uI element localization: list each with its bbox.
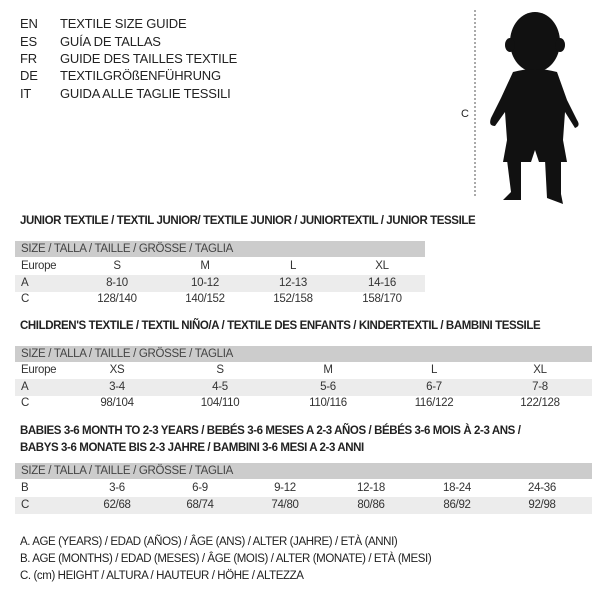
cell: XS [109, 364, 125, 376]
cell: L [430, 364, 438, 376]
title-text: TEXTILGRÖßENFÜHRUNG [60, 68, 221, 83]
title-text: GUIDA ALLE TAGLIE TESSILI [60, 86, 231, 101]
height-label: C [461, 108, 469, 120]
cell: 152/158 [273, 293, 313, 305]
cell: 104/110 [200, 397, 240, 409]
cell: 6-7 [426, 381, 442, 393]
title-text: GUIDE DES TAILLES TEXTILE [60, 51, 238, 66]
cell: M [200, 260, 210, 272]
row-label: Europe [21, 364, 57, 376]
lang-code: ES [20, 34, 37, 49]
cell: 98/104 [100, 397, 134, 409]
cell: 122/128 [520, 397, 560, 409]
lang-code: IT [20, 86, 32, 101]
cell: 3-4 [109, 381, 125, 393]
cell: XL [375, 260, 389, 272]
cell: 9-12 [274, 482, 296, 494]
cell: 10-12 [191, 277, 219, 289]
row-label: C [21, 499, 30, 511]
row-label: B [21, 482, 29, 494]
children-heading: CHILDREN'S TEXTILE / TEXTIL NIÑO/A / TEX… [20, 320, 541, 332]
babies-size-header: SIZE / TALLA / TAILLE / GRÖSSE / TAGLIA [15, 463, 592, 479]
cell: 158/170 [362, 293, 402, 305]
lang-code: EN [20, 16, 38, 31]
cell: 14-16 [368, 277, 396, 289]
table-row: A 3-4 4-5 5-6 6-7 7-8 [15, 379, 592, 396]
junior-size-header: SIZE / TALLA / TAILLE / GRÖSSE / TAGLIA [15, 241, 425, 257]
cell: 80/86 [357, 499, 385, 511]
cell: 8-10 [106, 277, 128, 289]
row-label: C [21, 293, 30, 305]
child-figure: C [455, 0, 600, 215]
children-size-header: SIZE / TALLA / TAILLE / GRÖSSE / TAGLIA [15, 346, 592, 362]
cell: 6-9 [192, 482, 208, 494]
cell: 110/116 [309, 397, 347, 409]
table-row: Europe XS S M L XL [15, 362, 592, 379]
cell: 3-6 [109, 482, 125, 494]
table-row: C 98/104 104/110 110/116 116/122 122/128 [15, 395, 592, 412]
cell: L [289, 260, 297, 272]
cell: 74/80 [271, 499, 299, 511]
cell: 86/92 [443, 499, 471, 511]
cell: 116/122 [414, 397, 454, 409]
lang-code: FR [20, 51, 37, 66]
cell: 128/140 [97, 293, 137, 305]
row-label: A [21, 381, 29, 393]
row-label: Europe [21, 260, 57, 272]
lang-code: DE [20, 68, 38, 83]
cell: 24-36 [528, 482, 556, 494]
cell: 18-24 [443, 482, 471, 494]
cell: 140/152 [185, 293, 225, 305]
cell: XL [533, 364, 547, 376]
legend-item: A. AGE (YEARS) / EDAD (AÑOS) / ÂGE (ANS)… [20, 536, 398, 548]
babies-heading-line1: BABIES 3-6 MONTH TO 2-3 YEARS / BEBÉS 3-… [20, 425, 521, 437]
child-silhouette-icon [474, 10, 579, 204]
cell: S [113, 260, 121, 272]
babies-heading-line2: BABYS 3-6 MONATE BIS 2-3 JAHRE / BAMBINI… [20, 442, 364, 454]
cell: 92/98 [528, 499, 556, 511]
title-text: GUÍA DE TALLAS [60, 34, 161, 49]
cell: 12-18 [357, 482, 385, 494]
legend-item: C. (cm) HEIGHT / ALTURA / HAUTEUR / HÖHE… [20, 570, 304, 582]
table-row: C 128/140 140/152 152/158 158/170 [15, 291, 425, 308]
row-label: C [21, 397, 30, 409]
cell: M [323, 364, 333, 376]
legend-item: B. AGE (MONTHS) / EDAD (MESES) / ÂGE (MO… [20, 553, 432, 565]
table-row: B 3-6 6-9 9-12 12-18 18-24 24-36 [15, 480, 592, 497]
junior-heading: JUNIOR TEXTILE / TEXTIL JUNIOR/ TEXTILE … [20, 215, 476, 227]
table-row: A 8-10 10-12 12-13 14-16 [15, 275, 425, 292]
cell: 5-6 [320, 381, 336, 393]
cell: 68/74 [186, 499, 214, 511]
cell: 7-8 [532, 381, 548, 393]
cell: 12-13 [279, 277, 307, 289]
cell: S [216, 364, 224, 376]
title-text: TEXTILE SIZE GUIDE [60, 16, 187, 31]
table-row: Europe S M L XL [15, 258, 425, 275]
row-label: A [21, 277, 29, 289]
cell: 4-5 [212, 381, 228, 393]
table-row: C 62/68 68/74 74/80 80/86 86/92 92/98 [15, 497, 592, 514]
cell: 62/68 [103, 499, 131, 511]
